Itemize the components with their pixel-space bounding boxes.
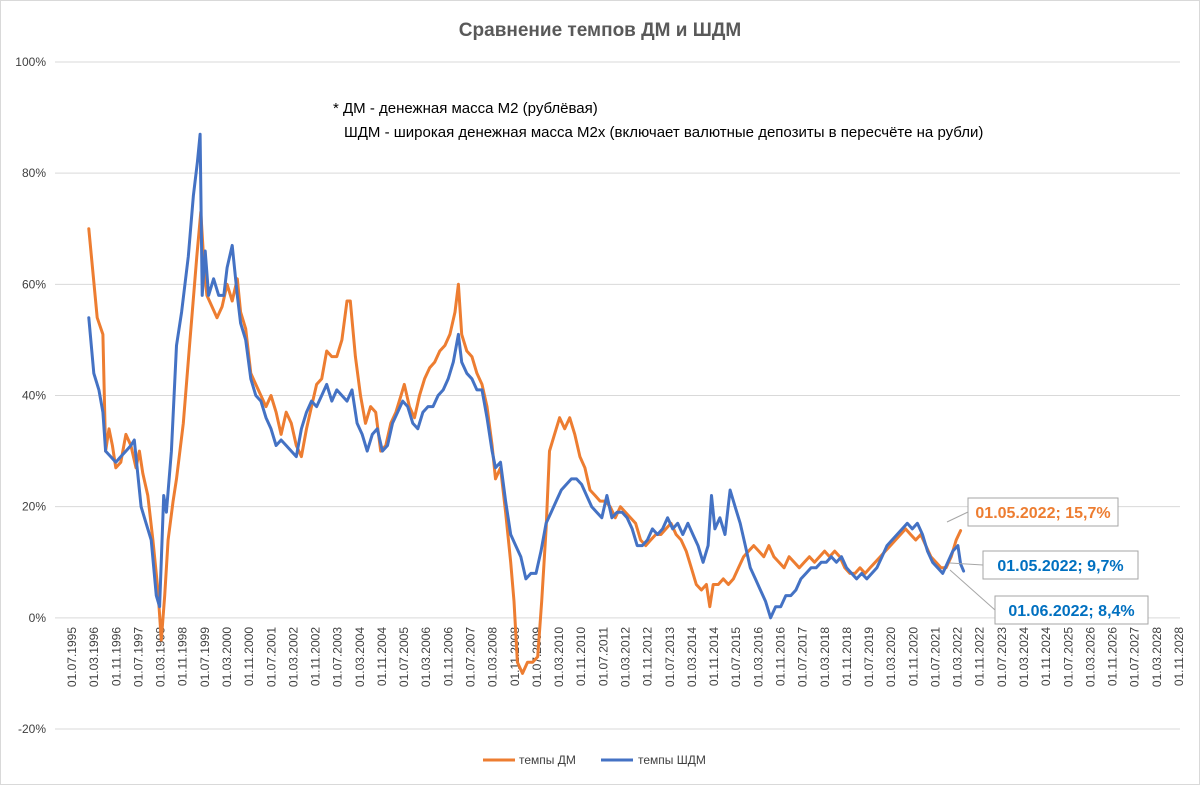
x-tick-label: 01.03.2020 <box>884 627 898 687</box>
x-tick-label: 01.11.2012 <box>641 627 655 686</box>
x-tick-label: 01.07.2027 <box>1128 627 1142 687</box>
x-tick-label: 01.11.1998 <box>176 627 190 686</box>
note-line-2: ШДМ - широкая денежная масса М2х (включа… <box>344 124 983 141</box>
x-tick-label: 01.11.2008 <box>508 627 522 686</box>
x-tick-label: 01.11.2024 <box>1039 627 1053 686</box>
callout-label: 01.05.2022; 15,7% <box>975 505 1110 522</box>
x-tick-label: 01.03.2016 <box>751 627 765 687</box>
x-tick-label: 01.11.2010 <box>574 627 588 686</box>
legend-label: темпы ДМ <box>519 753 576 767</box>
x-tick-label: 01.07.2025 <box>1061 627 1075 687</box>
callout-leader <box>949 569 996 611</box>
footnote: * ДМ - денежная масса М2 (рублёвая) ШДМ … <box>333 100 983 141</box>
x-tick-label: 01.11.2020 <box>906 627 920 686</box>
x-tick-label: 01.07.2005 <box>397 627 411 687</box>
x-tick-label: 01.03.2010 <box>552 627 566 687</box>
x-tick-label: 01.07.2003 <box>331 627 345 687</box>
callout-box <box>967 497 1119 527</box>
x-tick-label: 01.03.2022 <box>951 627 965 687</box>
y-tick-label: 80% <box>22 166 46 180</box>
series-group <box>87 132 966 675</box>
x-tick-label: 01.11.2026 <box>1106 627 1120 686</box>
y-axis: 100% 80% 60% 40% 20% 0% -20% <box>15 55 46 736</box>
x-tick-label: 01.03.2008 <box>486 627 500 687</box>
x-tick-label: 01.07.2011 <box>596 627 610 686</box>
x-tick-label: 01.07.2001 <box>264 627 278 687</box>
x-tick-label: 01.11.2002 <box>309 627 323 686</box>
x-tick-label: 01.07.2017 <box>796 627 810 687</box>
x-tick-label: 01.03.2012 <box>619 627 633 687</box>
x-tick-label: 01.07.2019 <box>862 627 876 687</box>
x-tick-label: 01.07.2015 <box>729 627 743 687</box>
x-axis: 01.07.1995 01.03.1996 01.11.1996 01.07.1997… <box>65 627 1186 687</box>
callout-leader <box>946 511 969 523</box>
x-tick-label: 01.07.2013 <box>663 627 677 687</box>
y-tick-label: -20% <box>18 722 46 736</box>
note-line-1: * ДМ - денежная масса М2 (рублёвая) <box>333 100 598 117</box>
chart-title: Сравнение темпов ДМ и ШДМ <box>459 20 741 41</box>
x-tick-label: 01.07.2021 <box>928 627 942 687</box>
x-tick-label: 01.11.2000 <box>242 627 256 686</box>
callout-label: 01.06.2022; 8,4% <box>1008 603 1134 620</box>
y-tick-label: 20% <box>22 500 46 514</box>
x-tick-label: 01.03.2018 <box>818 627 832 687</box>
series-line-dm <box>87 210 963 675</box>
y-tick-label: 0% <box>29 611 47 625</box>
x-tick-label: 01.03.2000 <box>220 627 234 687</box>
x-tick-label: 01.03.1998 <box>154 627 168 687</box>
gridlines <box>55 61 1180 730</box>
x-tick-label: 01.07.1995 <box>65 627 79 687</box>
y-tick-label: 60% <box>22 277 46 291</box>
callout-2: 01.06.2022; 8,4% <box>949 569 1149 625</box>
legend-label: темпы ШДМ <box>638 753 706 767</box>
callout-0: 01.05.2022; 15,7% <box>946 497 1119 527</box>
callout-leader <box>949 562 984 566</box>
callout-label: 01.05.2022; 9,7% <box>997 558 1123 575</box>
x-tick-label: 01.11.1996 <box>109 627 123 686</box>
x-tick-label: 01.03.2002 <box>286 627 300 687</box>
x-tick-label: 01.07.1999 <box>198 627 212 687</box>
series-line-shdm <box>87 132 966 620</box>
x-tick-label: 01.11.2016 <box>773 627 787 686</box>
x-tick-label: 01.03.2014 <box>685 627 699 687</box>
x-tick-label: 01.03.2026 <box>1083 627 1097 687</box>
x-tick-label: 01.03.2006 <box>419 627 433 687</box>
callout-box <box>994 595 1149 625</box>
x-tick-label: 01.03.2004 <box>353 627 367 687</box>
x-tick-label: 01.11.2028 <box>1172 627 1186 686</box>
x-tick-label: 01.07.2023 <box>995 627 1009 687</box>
legend: темпы ДМ темпы ШДМ <box>483 753 706 767</box>
x-tick-label: 01.11.2004 <box>375 627 389 686</box>
y-tick-label: 40% <box>22 389 46 403</box>
x-tick-label: 01.03.2028 <box>1150 627 1164 687</box>
x-tick-label: 01.11.2006 <box>441 627 455 686</box>
x-tick-label: 01.03.2024 <box>1017 627 1031 687</box>
x-tick-label: 01.11.2018 <box>840 627 854 686</box>
x-tick-label: 01.07.1997 <box>131 627 145 687</box>
x-tick-label: 01.07.2007 <box>464 627 478 687</box>
y-tick-label: 100% <box>15 55 46 69</box>
callout-box <box>982 550 1139 580</box>
callout-1: 01.05.2022; 9,7% <box>949 550 1139 580</box>
x-tick-label: 01.11.2014 <box>707 627 721 686</box>
x-tick-label: 01.11.2022 <box>973 627 987 686</box>
x-tick-label: 01.03.1996 <box>87 627 101 687</box>
callouts: 01.05.2022; 15,7% 01.05.2022; 9,7% 01.06.2… <box>946 497 1149 625</box>
